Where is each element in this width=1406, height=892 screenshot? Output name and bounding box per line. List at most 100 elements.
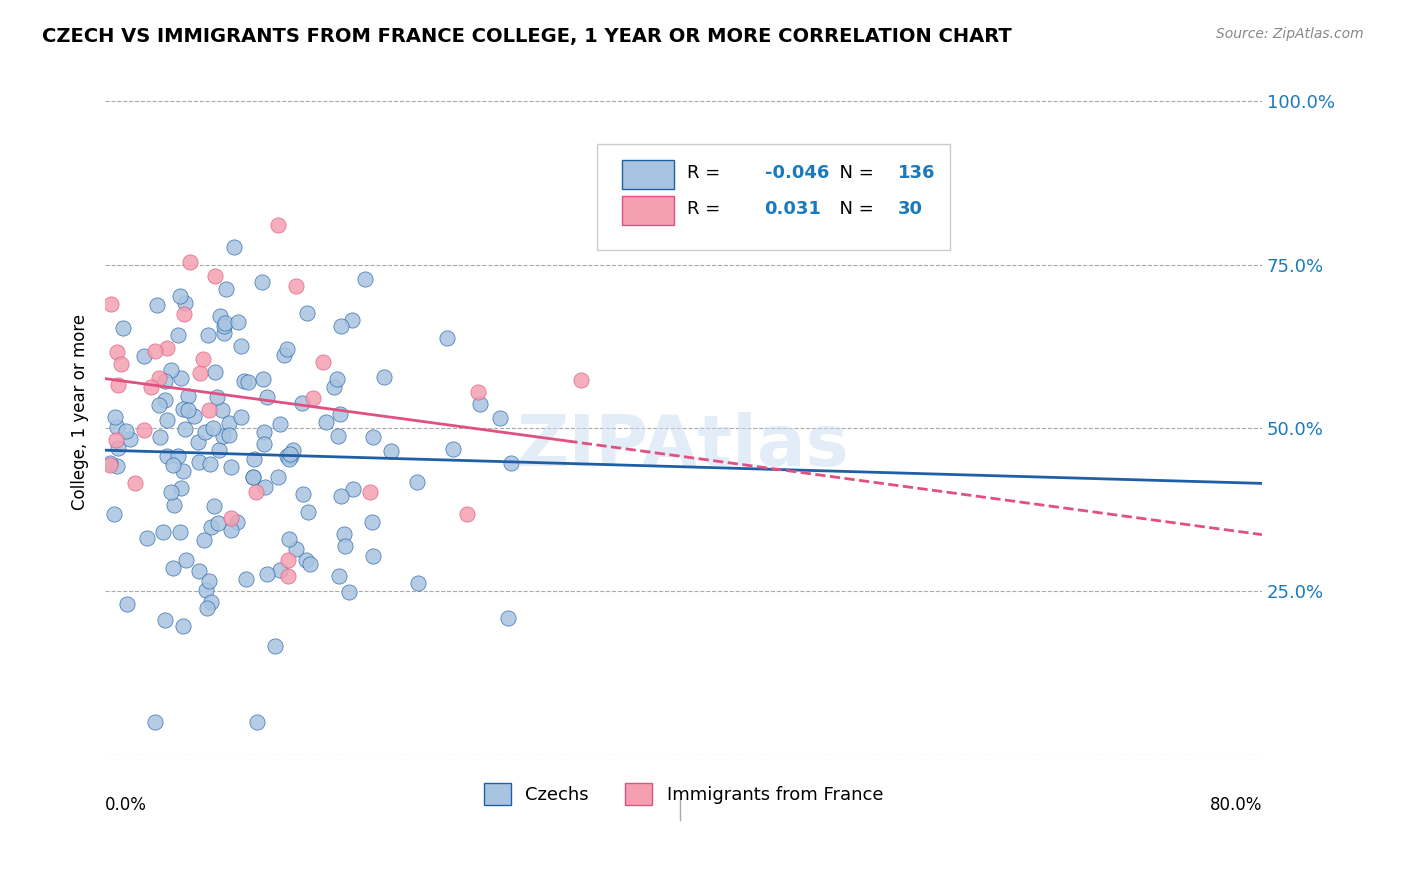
FancyBboxPatch shape: [623, 196, 675, 225]
Point: [152, 525, 174, 540]
Point: [98, 456, 121, 470]
Point: [323, 380, 346, 394]
Point: [285, 278, 308, 293]
Point: [143, 344, 166, 359]
Point: [173, 422, 195, 436]
Point: [194, 582, 217, 597]
Point: [297, 306, 319, 320]
Point: [342, 482, 364, 496]
Point: [501, 456, 523, 470]
Point: [329, 407, 352, 421]
Point: [269, 563, 291, 577]
Point: [193, 533, 215, 547]
Point: [406, 576, 429, 591]
Point: [337, 585, 360, 599]
Point: [254, 480, 277, 494]
Point: [208, 443, 231, 458]
Text: 136: 136: [897, 164, 935, 182]
Point: [436, 331, 458, 345]
Point: [276, 450, 298, 464]
Point: [441, 442, 464, 456]
Point: [245, 485, 267, 500]
Point: [256, 567, 278, 582]
Point: [284, 542, 307, 557]
Point: [104, 409, 127, 424]
Point: [468, 397, 491, 411]
Point: [162, 458, 184, 472]
Point: [105, 459, 128, 474]
Point: [267, 218, 290, 232]
Point: [115, 424, 138, 438]
Point: [250, 275, 273, 289]
Point: [177, 389, 200, 403]
Point: [218, 416, 240, 430]
Point: [187, 455, 209, 469]
Point: [456, 507, 478, 521]
Point: [252, 372, 274, 386]
Point: [174, 552, 197, 566]
Text: 80.0%: 80.0%: [1209, 796, 1263, 814]
Point: [212, 318, 235, 333]
Point: [179, 254, 201, 268]
Point: [277, 569, 299, 583]
FancyBboxPatch shape: [596, 144, 949, 251]
Point: [278, 452, 301, 467]
Point: [177, 403, 200, 417]
Point: [103, 507, 125, 521]
Point: [194, 425, 217, 439]
Point: [110, 357, 132, 371]
Point: [212, 429, 235, 443]
Point: [335, 539, 357, 553]
Text: ZIPAtlas: ZIPAtlas: [517, 411, 849, 481]
Point: [498, 611, 520, 625]
Point: [233, 374, 256, 388]
Point: [202, 420, 225, 434]
Point: [169, 289, 191, 303]
Point: [173, 296, 195, 310]
Point: [100, 297, 122, 311]
Point: [489, 411, 512, 425]
Point: [198, 403, 221, 417]
Point: [363, 549, 385, 564]
Point: [156, 413, 179, 427]
Point: [380, 444, 402, 458]
Legend: Czechs, Immigrants from France: Czechs, Immigrants from France: [475, 774, 893, 814]
Point: [118, 433, 141, 447]
Point: [148, 398, 170, 412]
Point: [202, 500, 225, 514]
Point: [153, 613, 176, 627]
Point: [267, 469, 290, 483]
Point: [280, 449, 302, 463]
Point: [312, 354, 335, 368]
Point: [156, 449, 179, 463]
Point: [198, 574, 221, 588]
Point: [167, 449, 190, 463]
Point: [218, 428, 240, 442]
Point: [360, 515, 382, 529]
Y-axis label: College, 1 year or more: College, 1 year or more: [72, 314, 89, 509]
Point: [242, 469, 264, 483]
Text: CZECH VS IMMIGRANTS FROM FRANCE COLLEGE, 1 YEAR OR MORE CORRELATION CHART: CZECH VS IMMIGRANTS FROM FRANCE COLLEGE,…: [42, 27, 1012, 45]
Point: [330, 319, 353, 334]
Point: [200, 520, 222, 534]
Point: [467, 384, 489, 399]
Point: [172, 465, 194, 479]
Point: [141, 380, 163, 394]
Point: [169, 525, 191, 540]
Point: [212, 326, 235, 340]
Point: [132, 349, 155, 363]
Point: [214, 316, 236, 330]
Point: [569, 373, 592, 387]
Point: [256, 391, 278, 405]
Point: [105, 419, 128, 434]
Point: [162, 560, 184, 574]
Point: [214, 282, 236, 296]
Point: [291, 396, 314, 410]
Point: [253, 437, 276, 451]
Point: [226, 315, 249, 329]
Point: [326, 371, 349, 385]
Point: [333, 527, 356, 541]
Point: [269, 417, 291, 431]
Point: [361, 430, 384, 444]
Point: [229, 409, 252, 424]
